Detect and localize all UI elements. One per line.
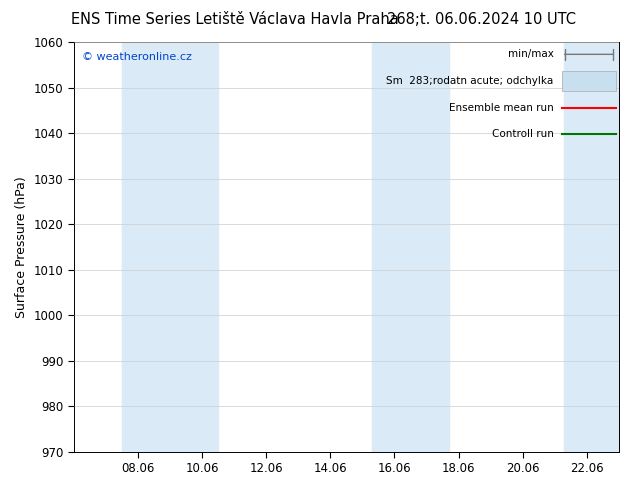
- Text: min/max: min/max: [508, 49, 553, 59]
- Text: 268;t. 06.06.2024 10 UTC: 268;t. 06.06.2024 10 UTC: [387, 12, 576, 27]
- Text: Controll run: Controll run: [492, 129, 553, 139]
- Text: ENS Time Series Letiště Václava Havla Praha: ENS Time Series Letiště Václava Havla Pr…: [71, 12, 398, 27]
- Text: © weatheronline.cz: © weatheronline.cz: [82, 52, 191, 62]
- Bar: [564, 42, 619, 452]
- Text: Sm  283;rodatn acute; odchylka: Sm 283;rodatn acute; odchylka: [386, 76, 553, 86]
- FancyBboxPatch shape: [562, 71, 616, 91]
- Bar: [122, 42, 218, 452]
- Y-axis label: Surface Pressure (hPa): Surface Pressure (hPa): [15, 176, 28, 318]
- Text: Ensemble mean run: Ensemble mean run: [449, 102, 553, 113]
- Bar: [372, 42, 449, 452]
